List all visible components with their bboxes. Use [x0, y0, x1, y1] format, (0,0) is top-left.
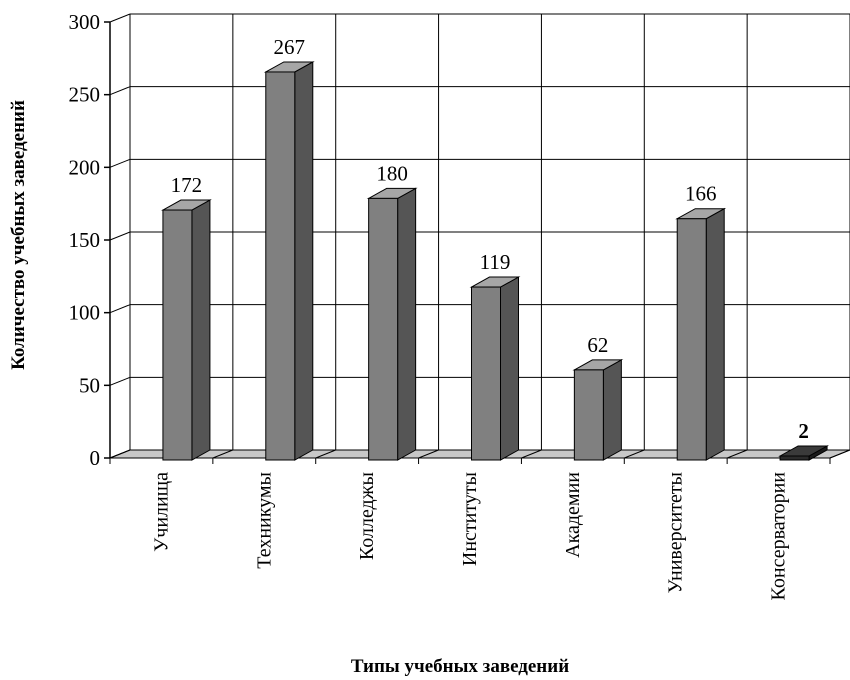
bar-side: [397, 187, 417, 461]
floor-divider: [521, 449, 542, 459]
bar: [263, 61, 315, 461]
data-label: 62: [587, 333, 608, 357]
y-tick-label: 250: [69, 83, 101, 107]
category-label: Академии: [562, 472, 584, 558]
bar-side: [500, 276, 519, 461]
floor-divider: [829, 449, 850, 459]
category-label: Консерватории: [768, 472, 790, 601]
data-label: 119: [480, 250, 511, 274]
gridline-side: [109, 231, 131, 241]
bars-layer: [160, 61, 830, 461]
bar: [675, 207, 727, 461]
y-tick-label: 150: [69, 228, 101, 252]
category-label: Колледжы: [356, 472, 378, 560]
y-tick-label: 50: [79, 373, 100, 397]
floor-divider: [418, 449, 439, 459]
bar-front: [162, 209, 193, 461]
bar-front: [368, 197, 399, 461]
data-label: 180: [376, 161, 408, 185]
bar-front: [676, 218, 707, 461]
y-axis-title: Количество учебных заведений: [8, 100, 29, 370]
bar: [572, 359, 624, 461]
data-label: 172: [171, 173, 203, 197]
gridline-side: [109, 304, 131, 314]
category-label: Училища: [150, 472, 172, 552]
floor-divider: [624, 449, 645, 459]
category-label: Техникумы: [253, 472, 275, 569]
category-label: Университеты: [665, 472, 687, 593]
labels-layer: 172 Училища 267 Техникумы 180 Колледжы 119 Инст…: [150, 35, 808, 601]
bar-side: [191, 199, 211, 461]
bar: [778, 445, 830, 461]
data-label: 166: [685, 182, 717, 206]
gridline-side: [109, 13, 131, 23]
gridline-side: [109, 376, 131, 386]
bar-side: [294, 61, 314, 461]
bar-side: [602, 359, 622, 461]
bar-front: [779, 455, 810, 461]
bar-front: [265, 71, 296, 461]
floor-divider: [726, 449, 748, 459]
bar-front: [471, 286, 501, 461]
y-tick-label: 300: [69, 10, 101, 34]
bar: [469, 276, 521, 461]
data-label: 2: [798, 419, 809, 443]
floor-divider: [212, 449, 234, 459]
y-tick-label: 100: [69, 301, 101, 325]
bar: [160, 199, 212, 461]
bar-side: [705, 207, 725, 461]
gridline-side: [109, 86, 131, 96]
floor-divider: [109, 449, 131, 459]
data-label: 267: [274, 35, 306, 59]
x-axis-title: Типы учебных заведений: [351, 656, 569, 677]
floor-divider: [315, 449, 336, 459]
gridline-side: [109, 158, 131, 168]
bar-front: [573, 369, 604, 461]
bar: [366, 187, 418, 461]
y-tick-label: 0: [90, 446, 101, 470]
category-label: Институты: [459, 472, 481, 566]
grid-layer: [109, 13, 850, 459]
y-tick-label: 200: [69, 155, 101, 179]
